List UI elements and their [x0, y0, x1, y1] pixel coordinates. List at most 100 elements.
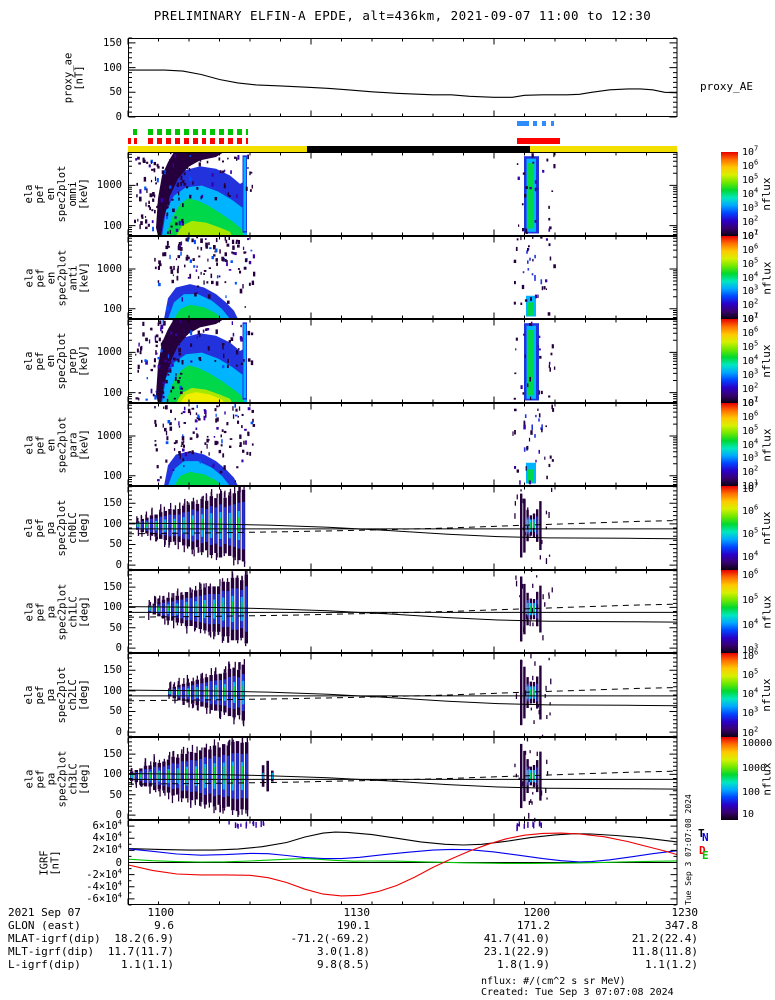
- igrf-ytick: 2×104: [92, 842, 122, 856]
- colorbar-tick: 107: [742, 144, 759, 158]
- flag-row-green-dashes: [128, 129, 677, 135]
- proxy-ae-right-label: proxy_AE: [700, 80, 753, 93]
- colorbar-tick: 10000: [742, 738, 773, 749]
- flag-seg: [183, 138, 189, 144]
- colorbar-tick: 104: [742, 617, 759, 631]
- en_anti-plot: [127, 236, 678, 319]
- proxy_ae-ytick: 0: [115, 111, 122, 123]
- table-cell: 347.8: [664, 919, 698, 932]
- en_perp-plot: [127, 319, 678, 404]
- table-cell: 171.2: [516, 919, 550, 932]
- pa_ch2-ytick: 0: [115, 726, 122, 738]
- colorbar-tick: 105: [742, 667, 759, 681]
- colorbar-en_perp: [721, 319, 738, 403]
- en_perp-ytick: 1000: [96, 346, 122, 358]
- en_anti-ytick: 100: [103, 303, 122, 315]
- table-cell: 18.2(6.9): [114, 932, 174, 945]
- colorbar-tick: 106: [742, 242, 759, 256]
- table-cell: 9.6: [154, 919, 174, 932]
- colorbar-tick: 103: [742, 367, 759, 381]
- flag-seg: [246, 138, 249, 144]
- igrf-legend-T: T: [698, 827, 705, 840]
- igrf-ytick: 0: [115, 857, 122, 869]
- pa_ch1-plot: [127, 570, 678, 659]
- table-row-label: L-igrf(dip): [8, 958, 81, 971]
- colorbar-tick: 103: [742, 283, 759, 297]
- colorbar-tick: 107: [742, 228, 759, 242]
- colorbar-tick: 101: [742, 311, 759, 325]
- igrf-legend-N: N: [702, 831, 709, 844]
- igrf-ytick: 4×104: [92, 830, 122, 844]
- table-cell: 1.1(1.1): [121, 958, 174, 971]
- table-cell: 41.7(41.0): [483, 932, 550, 945]
- pa_ch1-ytick: 100: [103, 601, 122, 613]
- colorbar-unit-pa_ch3: nflux: [760, 762, 773, 796]
- igrf-ytick: -4×104: [86, 879, 122, 893]
- colorbar-tick: 101: [742, 395, 759, 409]
- colorbar-tick: 106: [742, 648, 759, 662]
- colorbar-en_anti: [721, 236, 738, 319]
- pa_ch0-ytick: 0: [115, 559, 122, 571]
- igrf-ytick: -2×104: [86, 867, 122, 881]
- colorbar-unit-en_anti: nflux: [760, 261, 773, 295]
- flag-seg: [237, 129, 243, 135]
- table-cell: 9.8(8.5): [317, 958, 370, 971]
- colorbar-unit-en_para: nflux: [760, 428, 773, 462]
- table-cell: 21.2(22.4): [631, 932, 698, 945]
- pa_ch1-ylabel: ela pef pa spec2plot ch1LC [deg]: [23, 583, 91, 641]
- flag-seg: [192, 129, 198, 135]
- flag-seg: [128, 138, 132, 144]
- colorbar-tick: 106: [742, 158, 759, 172]
- proxy_ae-ytick: 100: [103, 62, 122, 74]
- flag-seg: [132, 129, 138, 135]
- colorbar-tick: 105: [742, 423, 759, 437]
- en_omni-ytick: 100: [103, 220, 122, 232]
- colorbar-tick: 103: [742, 705, 759, 719]
- igrf-plot: [127, 819, 678, 906]
- colorbar-pa_ch3: [721, 737, 738, 820]
- colorbar-tick: 1000: [742, 763, 767, 774]
- flag-overlay: [306, 146, 530, 152]
- pa_ch0-ytick: 150: [103, 497, 122, 509]
- en_para-plot: [127, 403, 678, 486]
- flag-seg: [517, 121, 529, 126]
- igrf-legend-D: D: [699, 844, 706, 857]
- flag-seg: [219, 129, 225, 135]
- table-cell: 23.1(22.9): [483, 945, 550, 958]
- flag-seg: [183, 129, 189, 135]
- igrf-ytick: -6×104: [86, 891, 122, 905]
- en_anti-ylabel: ela pef en spec2plot anti [keV]: [23, 249, 91, 307]
- colorbar-tick: 107: [742, 311, 759, 325]
- en_para-ylabel: ela pef en spec2plot para [keV]: [23, 416, 91, 474]
- flag-seg: [228, 138, 234, 144]
- en_para-ytick: 100: [103, 470, 122, 482]
- flag-seg: [542, 121, 546, 126]
- colorbar-tick: 100: [742, 787, 761, 798]
- table-cell: 1100: [147, 906, 175, 919]
- table-cell: 1.8(1.9): [497, 958, 550, 971]
- colorbar-tick: 106: [742, 567, 759, 581]
- flag-seg: [148, 138, 153, 144]
- pa_ch2-plot: [127, 653, 678, 739]
- colorbar-unit-pa_ch0: nflux: [759, 511, 773, 545]
- colorbar-tick: 102: [742, 464, 759, 478]
- flag-seg: [165, 129, 171, 135]
- colorbar-tick: 106: [742, 325, 759, 339]
- flag-seg: [157, 129, 162, 135]
- pa_ch3-ytick: 50: [109, 789, 122, 801]
- colorbar-tick: 102: [742, 297, 759, 311]
- page-title: PRELIMINARY ELFIN-A EPDE, alt=436km, 202…: [153, 8, 652, 23]
- flag-row-status-bar: [128, 146, 677, 152]
- colorbar-tick: 104: [742, 437, 759, 451]
- colorbar-unit-pa_ch1: nflux: [760, 595, 773, 629]
- en_omni-ylabel: ela pef en spec2plot omni [keV]: [23, 165, 90, 223]
- colorbar-unit-pa_ch2: nflux: [759, 678, 773, 712]
- pa_ch3-ytick: 150: [103, 748, 122, 760]
- igrf-legend-E: E: [702, 849, 709, 862]
- footer-units: nflux: #/(cm^2 s sr MeV): [481, 976, 626, 987]
- colorbar-tick: 104: [742, 353, 759, 367]
- colorbar-tick: 106: [742, 409, 759, 423]
- pa_ch3-ylabel: ela pef pa spec2plot ch3LC [deg]: [23, 750, 91, 808]
- colorbar-tick: 104: [742, 270, 759, 284]
